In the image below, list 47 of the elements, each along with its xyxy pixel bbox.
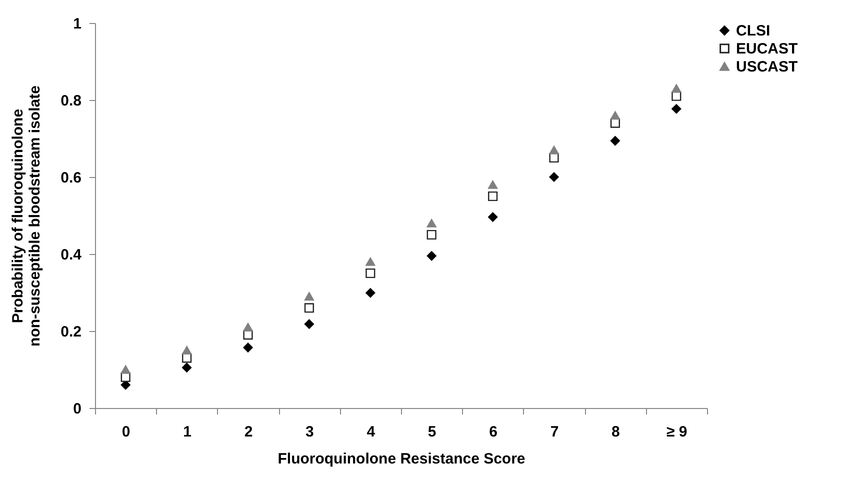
y-tick-label: 0.8 <box>60 92 82 110</box>
point <box>549 172 559 182</box>
point <box>488 212 498 222</box>
point <box>426 218 436 228</box>
point <box>304 292 314 301</box>
y-tick-label: 0.2 <box>60 324 82 340</box>
point <box>243 322 253 332</box>
point <box>243 342 253 352</box>
point <box>304 319 314 329</box>
x-tick-label: 8 <box>612 424 620 440</box>
point <box>610 136 620 146</box>
y-tick-label: 0.6 <box>60 170 82 186</box>
point <box>610 118 620 128</box>
point <box>366 288 376 298</box>
point <box>182 346 192 354</box>
point <box>426 251 436 261</box>
x-tick-label: 5 <box>428 424 436 440</box>
point <box>488 180 498 189</box>
point <box>549 146 559 154</box>
point <box>120 372 130 382</box>
point <box>426 230 436 240</box>
x-tick-label: 4 <box>366 424 376 440</box>
x-axis-title: Fluoroquinolone Resistance Score <box>278 450 526 468</box>
y-tick-label: 0.4 <box>60 246 82 264</box>
x-tick-label: 7 <box>550 424 559 440</box>
point <box>304 303 314 313</box>
x-tick-label: 2 <box>244 424 253 440</box>
point <box>366 268 376 278</box>
point <box>672 84 682 93</box>
x-tick-label: 1 <box>183 424 192 440</box>
point <box>366 257 376 266</box>
legend-label: CLSI <box>736 22 770 40</box>
legend-label: EUCAST <box>736 40 798 58</box>
point <box>672 104 682 114</box>
point <box>120 365 130 374</box>
legend-label: USCAST <box>736 58 798 76</box>
x-tick-label: ≥ 9 <box>666 424 688 440</box>
x-tick-label: 0 <box>122 424 130 440</box>
x-tick-label: 6 <box>489 424 498 440</box>
point <box>182 362 192 372</box>
x-tick-label: 3 <box>306 424 314 440</box>
y-tick-label: 0 <box>73 400 82 418</box>
y-axis-title: Probability of fluoroquinolone non-susceptible bloodstream isolate <box>10 86 44 346</box>
y-tick-label: 1 <box>73 16 82 32</box>
point <box>610 111 620 120</box>
point <box>672 91 682 101</box>
point <box>488 191 498 202</box>
